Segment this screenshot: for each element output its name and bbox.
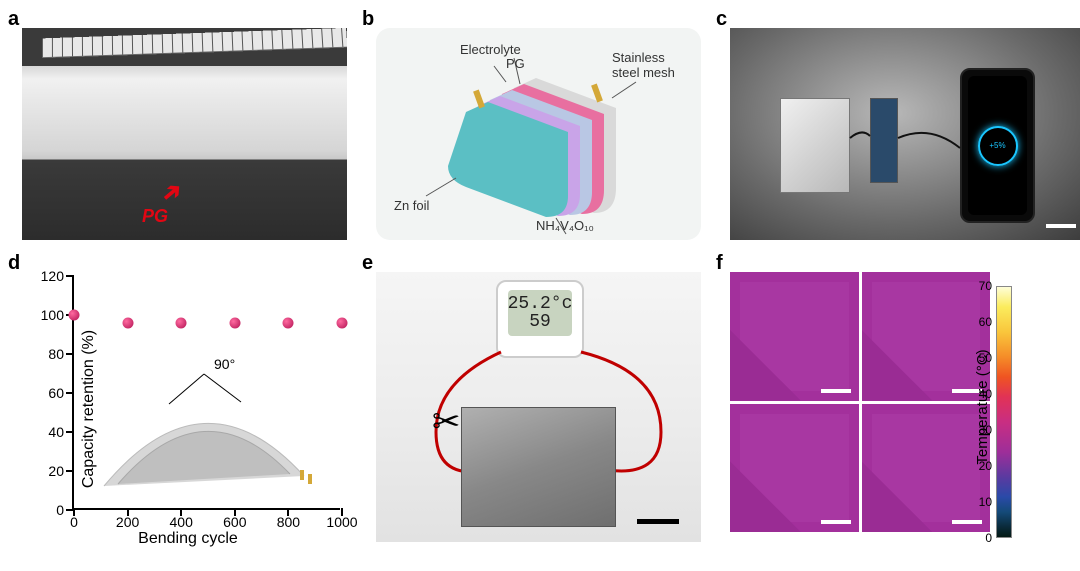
colorbar-label: Temperature (°C): [974, 349, 991, 464]
x-tick-label: 200: [116, 514, 139, 530]
y-tick-label: 100: [41, 307, 64, 323]
x-axis-label: Bending cycle: [138, 530, 238, 548]
data-point: [69, 310, 80, 321]
cut-pouch: [461, 407, 616, 527]
panel-f-thermal: 010203040506070 Temperature (°C): [730, 272, 1030, 542]
callout-pg: PG: [506, 56, 525, 71]
ruler: [42, 28, 347, 58]
colorbar: [996, 286, 1012, 538]
scissors-icon: ✂: [432, 402, 461, 442]
x-tick-label: 600: [223, 514, 246, 530]
callout-nvo: NH₄V₄O₁₀: [536, 218, 594, 233]
wires: [730, 28, 1080, 240]
panel-d: d Capacity retention (%) 90° 02040608010…: [16, 254, 356, 546]
chart-plot-area: 90° 02040608010012002004006008001000: [72, 276, 340, 510]
x-tick-label: 800: [277, 514, 300, 530]
data-point: [229, 317, 240, 328]
panel-c-label: c: [716, 8, 727, 31]
y-tick-label: 20: [48, 463, 64, 479]
panel-b: b: [370, 10, 710, 242]
data-point: [337, 317, 348, 328]
panel-d-label: d: [8, 252, 20, 275]
panel-c-photo: +5%: [730, 28, 1080, 240]
data-point: [176, 317, 187, 328]
arrow-icon: ➔: [155, 175, 189, 210]
panel-e-photo: 25.2°c 59 ✂: [376, 272, 701, 542]
panel-b-label: b: [362, 8, 374, 31]
thermal-cell-1: [730, 272, 859, 401]
panel-a-photo: ➔ PG: [22, 28, 347, 240]
callout-electrolyte: Electrolyte: [460, 42, 521, 57]
y-tick-label: 40: [48, 424, 64, 440]
scale-bar: [637, 519, 679, 524]
panel-f: f 010203040506070 Temperature (°C): [724, 254, 1080, 546]
thermal-cell-3: [730, 404, 859, 533]
pg-annotation: PG: [142, 206, 168, 227]
bend-inset: [74, 276, 342, 510]
panel-c: c +5%: [724, 10, 1080, 242]
thermal-grid: [730, 272, 990, 532]
x-tick-label: 400: [170, 514, 193, 530]
scale-bar: [821, 389, 851, 393]
data-point: [122, 317, 133, 328]
panel-e-label: e: [362, 252, 373, 275]
callout-mesh: Stainless steel mesh: [612, 50, 675, 80]
figure-grid: a ➔ PG b: [0, 0, 1080, 558]
panel-f-label: f: [716, 252, 723, 275]
scale-bar: [1046, 224, 1076, 228]
panel-d-chart: Capacity retention (%) 90° 0204060801001…: [16, 272, 350, 546]
colorbar-tick: 70: [979, 279, 992, 293]
colorbar-tick: 10: [979, 495, 992, 509]
y-tick-label: 60: [48, 385, 64, 401]
y-tick-label: 0: [56, 502, 64, 518]
colorbar-tick: 60: [979, 315, 992, 329]
colorbar-tick: 0: [985, 531, 992, 545]
scale-bar: [821, 520, 851, 524]
bend-angle-label: 90°: [214, 356, 235, 372]
x-tick-label: 1000: [326, 514, 357, 530]
panel-a-label: a: [8, 8, 19, 31]
panel-b-schematic: Electrolyte PG Stainless steel mesh Zn f…: [376, 28, 701, 240]
data-point: [283, 317, 294, 328]
x-tick-label: 0: [70, 514, 78, 530]
y-tick-label: 120: [41, 268, 64, 284]
panel-a: a ➔ PG: [16, 10, 356, 242]
callout-zn: Zn foil: [394, 198, 429, 213]
y-tick-label: 80: [48, 346, 64, 362]
panel-e: e 25.2°c 59 ✂: [370, 254, 710, 546]
